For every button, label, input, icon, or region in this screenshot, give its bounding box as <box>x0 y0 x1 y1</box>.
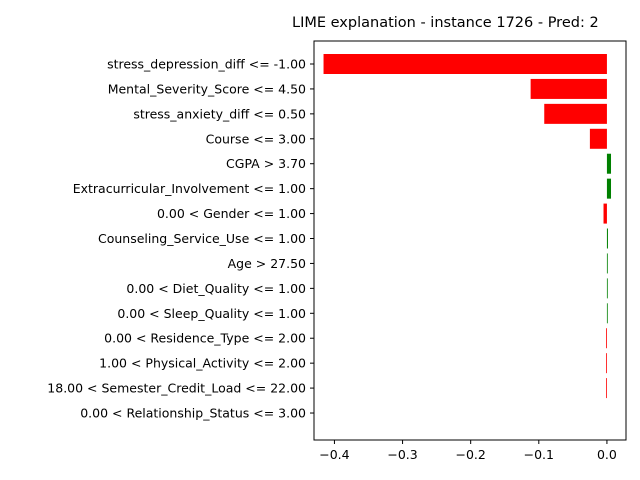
category-label: 0.00 < Residence_Type <= 2.00 <box>104 331 306 346</box>
chart-title: LIME explanation - instance 1726 - Pred:… <box>292 15 599 31</box>
category-label: 0.00 < Sleep_Quality <= 1.00 <box>117 306 306 321</box>
bar-10 <box>606 303 608 324</box>
bar-6 <box>603 203 607 224</box>
category-label: Age > 27.50 <box>228 256 306 271</box>
bar-1 <box>530 78 607 99</box>
bar-7 <box>606 228 608 249</box>
bar-3 <box>589 128 607 149</box>
category-label: 18.00 < Semester_Credit_Load <= 22.00 <box>47 381 306 396</box>
category-label: 0.00 < Relationship_Status <= 3.00 <box>80 406 306 421</box>
category-label: Counseling_Service_Use <= 1.00 <box>98 231 306 246</box>
x-tick-label: −0.4 <box>319 447 349 462</box>
plot-frame <box>313 40 627 441</box>
category-label: CGPA > 3.70 <box>226 156 306 171</box>
category-labels: stress_depression_diff <= -1.00 Mental_Se… <box>47 57 314 421</box>
bar-5 <box>606 178 612 199</box>
x-axis-ticks: −0.4 −0.3 −0.2 −0.1 0.0 <box>319 440 617 462</box>
bar-8 <box>606 253 608 274</box>
category-label: Extracurricular_Involvement <= 1.00 <box>73 181 306 196</box>
x-tick-label: −0.2 <box>456 447 486 462</box>
x-tick-label: −0.1 <box>524 447 554 462</box>
bar-2 <box>544 103 607 124</box>
bar-11 <box>606 328 607 349</box>
bar-13 <box>606 378 607 399</box>
x-tick-label: 0.0 <box>597 447 617 462</box>
category-label: Mental_Severity_Score <= 4.50 <box>108 81 306 96</box>
bars-group <box>323 54 612 399</box>
bar-0 <box>323 54 607 74</box>
category-label: stress_depression_diff <= -1.00 <box>107 57 306 72</box>
category-label: 0.00 < Diet_Quality <= 1.00 <box>126 281 306 296</box>
x-tick-label: −0.3 <box>387 447 417 462</box>
bar-4 <box>606 153 612 174</box>
category-label: 0.00 < Gender <= 1.00 <box>157 206 306 221</box>
bar-9 <box>606 278 608 299</box>
category-label: 1.00 < Physical_Activity <= 2.00 <box>99 356 306 371</box>
category-label: Course <= 3.00 <box>206 131 306 146</box>
category-label: stress_anxiety_diff <= 0.50 <box>133 106 306 121</box>
bar-12 <box>606 353 607 374</box>
